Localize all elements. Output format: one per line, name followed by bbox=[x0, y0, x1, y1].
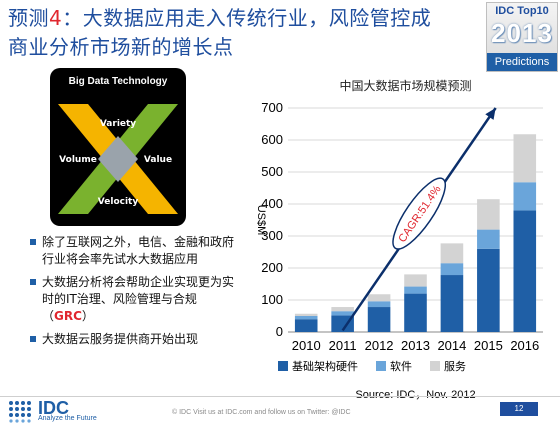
logo-word-value: Value bbox=[144, 155, 172, 165]
bar-segment bbox=[367, 301, 391, 308]
slide-title: 预测4：大数据应用走入传统行业，风险管控成商业分析市场新的增长点 bbox=[8, 4, 448, 62]
bar-segment bbox=[294, 316, 318, 320]
logo-x-graphic: Variety Volume Value Velocity bbox=[58, 104, 178, 214]
chart-source: Source: IDC，Nov. 2012 bbox=[355, 389, 475, 401]
bullet-square-icon bbox=[30, 336, 36, 342]
bar-segment bbox=[294, 319, 318, 332]
bullet-square-icon bbox=[30, 239, 36, 245]
bar-segment bbox=[440, 263, 464, 276]
market-size-chart: 中国大数据市场规模预测 0 100 200 300 400 500 600 700 US$M 201… bbox=[248, 74, 548, 414]
logo-gray-core-icon bbox=[98, 136, 138, 182]
title-prefix: 预测 bbox=[8, 6, 49, 30]
bullet-item: 大数据云服务提供商开始出现 bbox=[30, 331, 240, 348]
y-tick-label: 300 bbox=[261, 228, 283, 243]
bar-segment bbox=[513, 134, 537, 183]
idc-dots-icon bbox=[9, 401, 31, 423]
bar-segment bbox=[404, 286, 427, 294]
bar-segment bbox=[440, 243, 464, 264]
x-tick-label: 2010 bbox=[292, 338, 321, 353]
title-number: 4 bbox=[49, 6, 63, 30]
legend-entry: 基础架构硬件 bbox=[292, 359, 358, 373]
cagr-ellipse bbox=[392, 177, 446, 250]
bar-segment bbox=[477, 248, 500, 332]
bullet-text: 除了互联网之外，电信、金融和政府行业将会率先试水大数据应用 bbox=[42, 235, 235, 266]
chart-svg: 中国大数据市场规模预测 0 100 200 300 400 500 600 700 US$M 201… bbox=[255, 78, 543, 401]
bar-segment bbox=[331, 311, 354, 316]
legend-entry: 服务 bbox=[444, 360, 466, 373]
idc-footer-logo: IDC Analyze the Future bbox=[6, 398, 97, 424]
bar-segment bbox=[513, 182, 537, 211]
logo-heading: Big Data Technology bbox=[68, 76, 168, 87]
bar-segment bbox=[477, 229, 500, 249]
page-number: 12 bbox=[500, 402, 538, 416]
chart-title: 中国大数据市场规模预测 bbox=[339, 78, 471, 93]
idc-logo-text: IDC bbox=[38, 398, 69, 418]
title-rest: ：大数据应用走入传统行业，风险管控成商业分析市场新的增长点 bbox=[8, 6, 432, 59]
bar-segment bbox=[331, 307, 354, 312]
badge-predictions: Predictions bbox=[487, 53, 557, 71]
footer-divider bbox=[0, 396, 560, 397]
bullet-text: 大数据云服务提供商开始出现 bbox=[42, 332, 199, 346]
x-tick-label: 2014 bbox=[437, 338, 466, 353]
x-tick-label: 2012 bbox=[365, 338, 394, 353]
badge-year: 2013 bbox=[491, 18, 553, 48]
bar-segment bbox=[331, 315, 354, 332]
legend-swatch bbox=[278, 361, 288, 371]
y-tick-label: 500 bbox=[261, 164, 283, 179]
y-tick-label: 400 bbox=[261, 196, 283, 211]
bullet-text-after: ） bbox=[81, 309, 94, 323]
y-tick-label: 700 bbox=[261, 100, 283, 115]
bar-segment bbox=[440, 275, 464, 332]
bullet-item: 大数据分析将会帮助企业实现更为实时的IT治理、风险管理与合规（GRC） bbox=[30, 274, 240, 325]
bullet-highlight-grc: GRC bbox=[54, 309, 82, 323]
bullet-text-before: 大数据分析将会帮助企业实现更为实时的IT治理、风险管理与合规（ bbox=[42, 275, 235, 323]
x-tick-label: 2013 bbox=[401, 338, 430, 353]
bullet-list: 除了互联网之外，电信、金融和政府行业将会率先试水大数据应用 大数据分析将会帮助企… bbox=[30, 234, 240, 354]
legend-swatch bbox=[430, 361, 440, 371]
legend-swatch bbox=[376, 361, 386, 371]
logo-word-velocity: Velocity bbox=[98, 197, 139, 207]
logo-word-variety: Variety bbox=[100, 119, 136, 129]
big-data-technology-logo: Big Data Technology Variety Volume Value… bbox=[50, 68, 186, 226]
legend-entry: 软件 bbox=[390, 359, 412, 373]
y-tick-label: 100 bbox=[261, 292, 283, 307]
x-tick-label: 2011 bbox=[329, 338, 357, 353]
badge-line1: IDC Top10 bbox=[495, 5, 549, 17]
idc-top10-badge: IDC Top10 2013 Predictions bbox=[486, 2, 558, 72]
x-tick-label: 2016 bbox=[510, 338, 539, 353]
idc-tagline: Analyze the Future bbox=[38, 415, 97, 422]
y-axis-label: US$M bbox=[255, 205, 267, 236]
bar-segment bbox=[477, 199, 500, 230]
bullet-item: 除了互联网之外，电信、金融和政府行业将会率先试水大数据应用 bbox=[30, 234, 240, 268]
x-tick-label: 2015 bbox=[474, 338, 503, 353]
y-tick-label: 200 bbox=[261, 260, 283, 275]
y-tick-label: 600 bbox=[261, 132, 283, 147]
logo-word-volume: Volume bbox=[59, 155, 97, 165]
bar-segment bbox=[367, 294, 391, 302]
bar-segment bbox=[367, 307, 391, 332]
bar-segment bbox=[404, 274, 427, 287]
bar-segment bbox=[513, 210, 537, 332]
bar-segment bbox=[294, 313, 318, 316]
y-tick-label: 0 bbox=[276, 324, 283, 339]
bar-segment bbox=[404, 293, 427, 332]
bullet-square-icon bbox=[30, 279, 36, 285]
cagr-arrow-head-icon bbox=[485, 108, 496, 120]
copyright-notice: © IDC Visit us at IDC.com and follow us … bbox=[172, 409, 351, 416]
